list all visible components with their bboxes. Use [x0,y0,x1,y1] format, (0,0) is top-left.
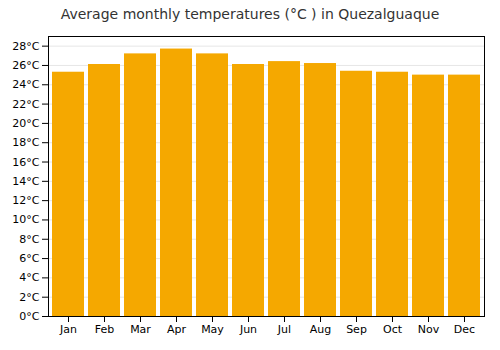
svg-text:Sep: Sep [346,323,367,336]
svg-text:Jun: Jun [239,323,257,336]
svg-text:26°C: 26°C [12,59,39,72]
svg-text:Jan: Jan [59,323,77,336]
svg-text:14°C: 14°C [12,175,39,188]
svg-text:Aug: Aug [310,323,331,336]
svg-text:Oct: Oct [383,323,403,336]
svg-text:Mar: Mar [130,323,151,336]
svg-text:May: May [201,323,224,336]
svg-text:20°C: 20°C [12,117,39,130]
svg-text:Nov: Nov [418,323,440,336]
svg-text:12°C: 12°C [12,194,39,207]
svg-text:10°C: 10°C [12,213,39,226]
svg-text:Dec: Dec [454,323,475,336]
svg-text:24°C: 24°C [12,78,39,91]
svg-text:8°C: 8°C [19,233,39,246]
svg-text:Jul: Jul [277,323,291,336]
html-text:Average monthly temperatures (: Average monthly temperatures (°C ) in Qu… [60,6,440,22]
svg-text:0°C: 0°C [19,310,39,323]
svg-text:Feb: Feb [95,323,114,336]
svg-text:22°C: 22°C [12,98,39,111]
svg-text:6°C: 6°C [19,252,39,265]
svg-text:28°C: 28°C [12,40,39,53]
svg-text:18°C: 18°C [12,136,39,149]
svg-text:16°C: 16°C [12,156,39,169]
svg-text:2°C: 2°C [19,291,39,304]
svg-text:4°C: 4°C [19,271,39,284]
svg-text:Apr: Apr [167,323,187,336]
